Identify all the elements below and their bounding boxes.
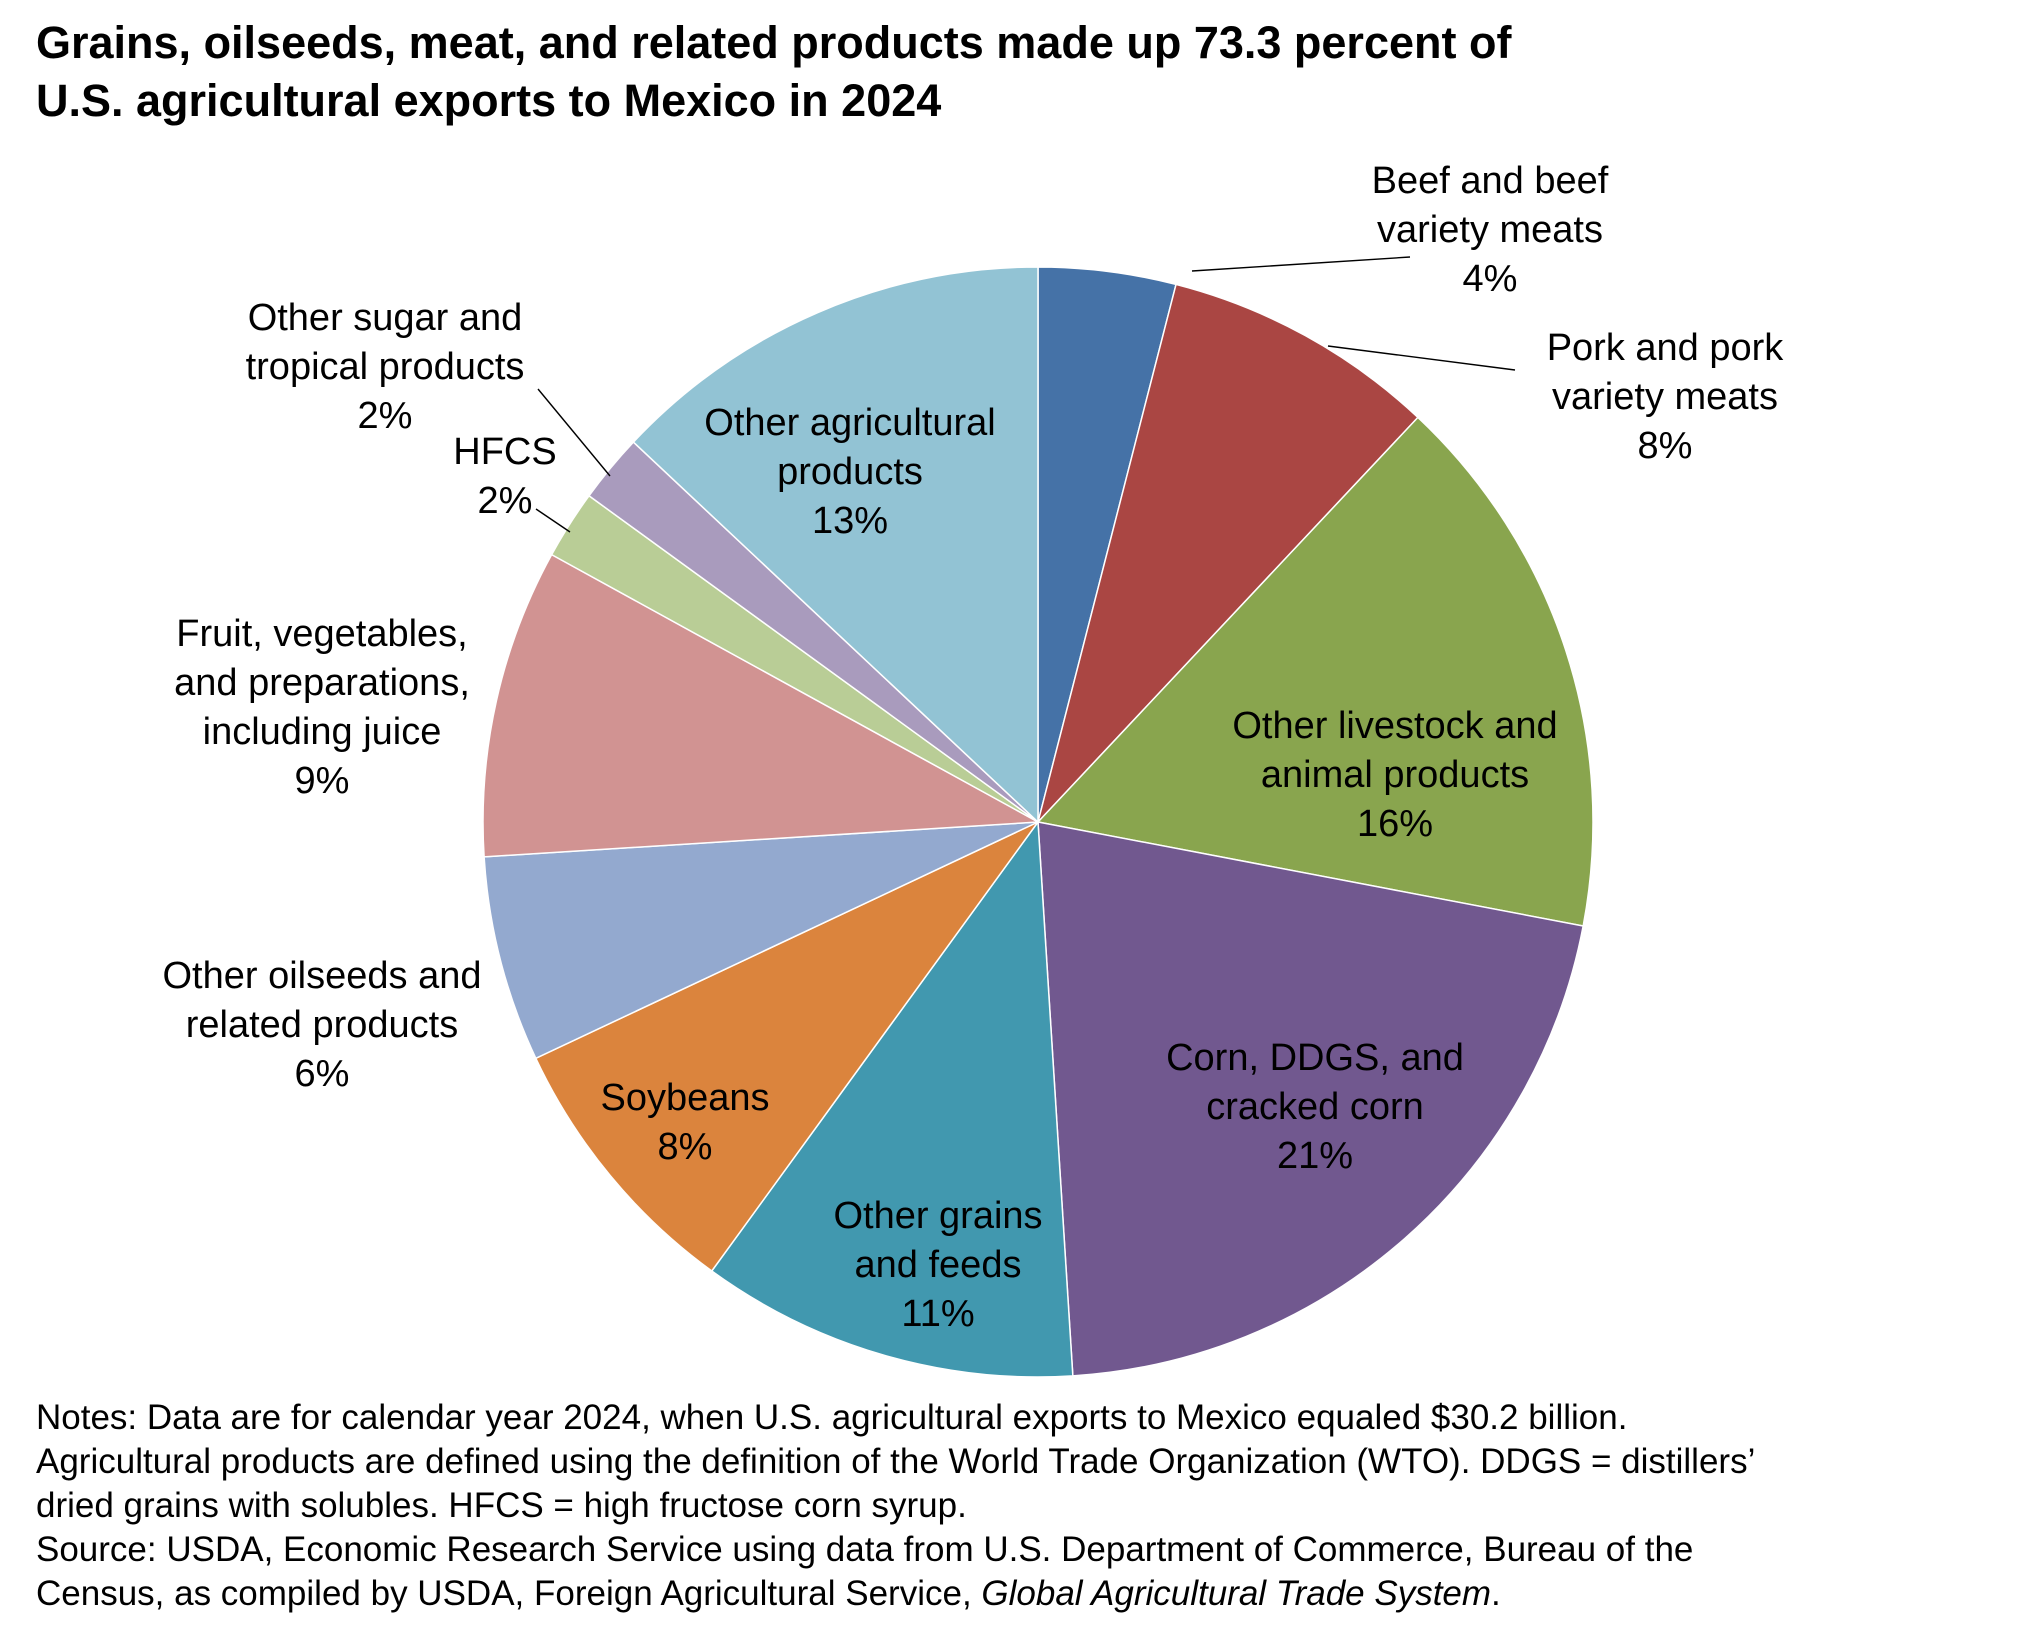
slice-percent: 9% — [295, 760, 350, 802]
slice-label: Other oilseeds and related products 6% — [163, 955, 482, 1095]
slice-name: Other grains — [833, 1195, 1042, 1237]
slice-percent: 8% — [1638, 425, 1693, 467]
slice-name: Other sugar and — [248, 297, 523, 339]
chart-title: Grains, oilseeds, meat, and related prod… — [36, 14, 1936, 130]
slice-name: cracked corn — [1206, 1086, 1424, 1128]
slice-percent: 4% — [1463, 258, 1518, 300]
slice-name: and feeds — [855, 1244, 1022, 1286]
leader-line — [537, 388, 611, 477]
pie-slice — [1036, 416, 1594, 927]
leader-line — [1191, 256, 1411, 272]
slice-label: Beef and beef variety meats 4% — [1372, 160, 1609, 300]
slice-percent: 2% — [358, 395, 413, 437]
slice-name: Corn, DDGS, and — [1166, 1037, 1464, 1079]
pie-slice — [483, 821, 1039, 1060]
slice-name: including juice — [203, 711, 442, 753]
slice-percent: 13% — [812, 500, 888, 542]
slice-name: variety meats — [1377, 209, 1603, 251]
slice-name: Beef and beef — [1372, 160, 1609, 202]
slice-name: Other agricultural — [704, 402, 995, 444]
slice-percent: 21% — [1277, 1135, 1353, 1177]
slice-name: animal products — [1261, 754, 1529, 796]
notes-line-5: Census, as compiled by USDA, Foreign Agr… — [36, 1572, 2016, 1616]
notes-line-4: Source: USDA, Economic Research Service … — [36, 1530, 1694, 1569]
chart-title-line-1: Grains, oilseeds, meat, and related prod… — [36, 17, 1512, 68]
notes-line-1: Notes: Data are for calendar year 2024, … — [36, 1398, 1628, 1437]
slice-name: variety meats — [1552, 376, 1778, 418]
slice-name: Pork and pork — [1547, 327, 1785, 369]
slice-percent: 2% — [478, 480, 533, 522]
pie-slice — [632, 266, 1039, 824]
slice-name: Other livestock and — [1232, 705, 1557, 747]
source-text: Census, as compiled by USDA, Foreign Agr… — [36, 1574, 982, 1613]
slice-label: Other livestock and animal products 16% — [1232, 705, 1557, 845]
slice-name: and preparations, — [174, 662, 470, 704]
source-system-name: Global Agricultural Trade System — [981, 1574, 1492, 1613]
leader-line — [1327, 345, 1516, 371]
slice-label: Other agricultural products 13% — [704, 402, 995, 542]
slice-label: Other sugar and tropical products 2% — [246, 297, 525, 437]
slice-labels: Beef and beef variety meats 4% Pork and por… — [163, 160, 1785, 1335]
slice-name: Fruit, vegetables, — [176, 613, 467, 655]
slice-name: related products — [186, 1004, 459, 1046]
pie-slices — [482, 266, 1594, 1378]
notes-line-2: Agricultural products are defined using … — [36, 1442, 1756, 1481]
slice-name: tropical products — [246, 346, 525, 388]
pie-slice — [1037, 821, 1585, 1377]
slice-percent: 16% — [1357, 803, 1433, 845]
leader-lines — [535, 256, 1516, 533]
slice-label: Soybeans 8% — [600, 1077, 769, 1168]
slice-name: HFCS — [453, 431, 556, 473]
slice-label: Other grains and feeds 11% — [833, 1195, 1042, 1335]
source-period: . — [1491, 1574, 1501, 1613]
slice-percent: 11% — [901, 1293, 974, 1335]
slice-name: Other oilseeds and — [163, 955, 482, 997]
leader-line — [535, 508, 571, 533]
slice-label: HFCS 2% — [453, 431, 556, 522]
pie-slice — [534, 821, 1039, 1273]
slice-label: Corn, DDGS, and cracked corn 21% — [1166, 1037, 1464, 1177]
slice-name: products — [777, 451, 923, 493]
pie-slice — [710, 819, 1074, 1378]
slice-percent: 6% — [295, 1053, 350, 1095]
slice-percent: 8% — [658, 1126, 713, 1168]
pie-slice — [482, 553, 1041, 858]
notes-line-3: dried grains with solubles. HFCS = high … — [36, 1486, 967, 1525]
chart-title-line-2: U.S. agricultural exports to Mexico in 2… — [36, 75, 942, 126]
slice-label: Pork and pork variety meats 8% — [1547, 327, 1785, 467]
slice-label: Fruit, vegetables, and preparations, inclu… — [174, 613, 470, 802]
chart-notes: Notes: Data are for calendar year 2024, … — [36, 1396, 2016, 1616]
pie-slice — [1037, 283, 1419, 823]
slice-name: Soybeans — [600, 1077, 769, 1119]
